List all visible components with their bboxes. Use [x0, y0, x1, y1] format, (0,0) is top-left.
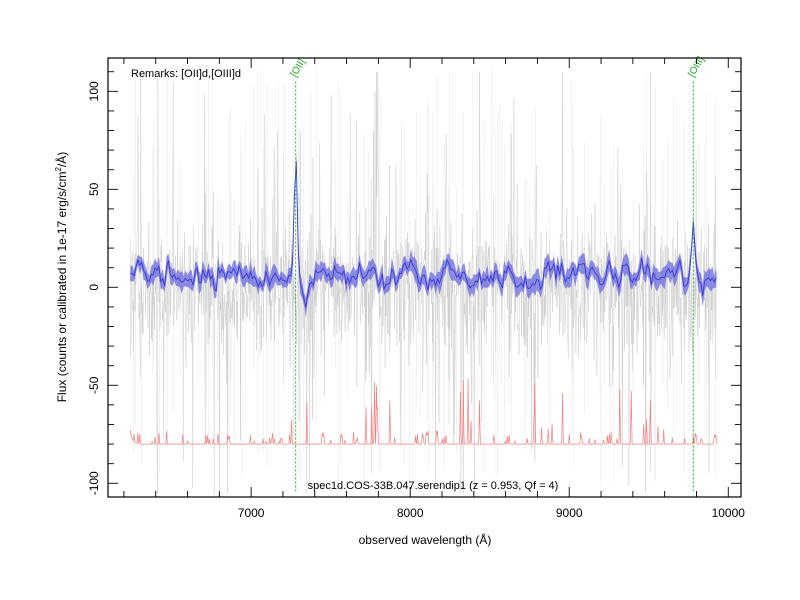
y-tick-label: -100: [87, 471, 101, 495]
footer-label: spec1d.COS-33B.047.serendip1 (z = 0.953,…: [308, 480, 559, 492]
x-tick-label: 8000: [397, 506, 424, 520]
plot-frame: [107, 57, 742, 498]
y-tick-label: 50: [87, 182, 101, 196]
y-axis-label-tail: /Å): [54, 152, 69, 167]
exposures-layer: [130, 67, 718, 494]
noise-layer: [129, 378, 718, 446]
spectrum-layer: [130, 161, 717, 308]
combined-spectrum-line: [130, 161, 717, 308]
y-tick-label: -50: [87, 376, 101, 394]
x-tick-label: 10000: [712, 506, 746, 520]
y-axis-label: Flux (counts or calibrated in 1e-17 erg/…: [54, 152, 69, 403]
x-tick-label: 9000: [556, 506, 583, 520]
emission-line-label: [OII]: [289, 57, 308, 79]
y-axis-label-superscript: 2: [54, 167, 63, 172]
x-axis-label: observed wavelength (Å): [359, 532, 492, 547]
y-axis-label-main: Flux (counts or calibrated in 1e-17 erg/…: [55, 172, 69, 403]
remarks-text: Remarks: [OII]d,[OIII]d: [131, 68, 241, 80]
x-tick-label: 7000: [238, 506, 265, 520]
y-tick-label: 100: [87, 81, 101, 101]
y-tick-label: 0: [87, 284, 101, 291]
noise-spectrum-line: [129, 378, 718, 446]
ticks-layer: 7000 8000 9000 10000 -100 -50 0 50 100: [87, 58, 745, 520]
